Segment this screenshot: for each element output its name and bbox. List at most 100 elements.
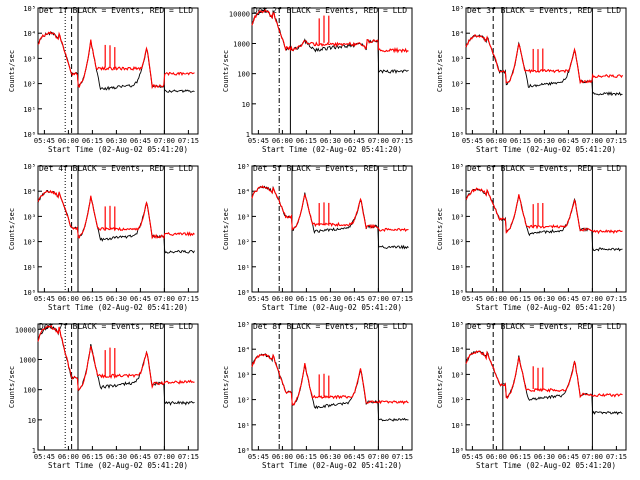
y-tick-label: 10² (451, 397, 464, 405)
y-tick-label: 10² (237, 397, 250, 405)
x-tick-label: 07:00 (154, 453, 175, 461)
panel-5: Det 5f BLACK = Events, RED = LLD 10⁰ 10¹ 10… (222, 163, 413, 312)
y-tick-label: 10⁴ (451, 30, 464, 38)
panel-7: Det 7f BLACK = Events, RED = LLD 1 10 100 10… (8, 322, 199, 470)
y-axis-label: Counts/sec (436, 50, 444, 92)
x-tick-label: 07:00 (368, 453, 389, 461)
x-tick-label: 05:45 (34, 453, 55, 461)
x-tick-label: 07:15 (392, 453, 413, 461)
y-tick-label: 10³ (237, 371, 250, 379)
series-lld (37, 324, 195, 391)
x-tick-label: 07:00 (368, 295, 389, 303)
x-tick-label: 06:45 (344, 453, 365, 461)
y-tick-label: 10¹ (451, 106, 464, 114)
y-tick-label: 10⁵ (451, 5, 464, 13)
series-lld (465, 350, 623, 400)
x-tick-label: 06:00 (486, 295, 507, 303)
y-tick-label: 10⁴ (451, 346, 464, 354)
plot-frame (251, 323, 413, 451)
x-axis-label: Start Time (02-Aug-02 05:41:20) (476, 461, 616, 470)
x-axis-label: Start Time (02-Aug-02 05:41:20) (48, 145, 188, 154)
y-tick-label: 10⁵ (451, 321, 464, 329)
x-tick-label: 06:00 (58, 453, 79, 461)
y-axis-label: Counts/sec (222, 208, 230, 250)
x-tick-label: 06:15 (82, 295, 103, 303)
y-tick-label: 10000 (229, 10, 250, 18)
panel-6: Det 6f BLACK = Events, RED = LLD 10⁰ 10¹ 10… (436, 163, 627, 312)
y-axis-label: Counts/sec (222, 50, 230, 92)
x-tick-label: 06:15 (296, 295, 317, 303)
plot-frame (465, 323, 627, 451)
panel-title: Det 4f BLACK = Events, RED = LLD (39, 164, 193, 173)
panel-title: Det 6f BLACK = Events, RED = LLD (467, 164, 621, 173)
y-tick-label: 10⁴ (23, 188, 36, 196)
y-tick-label: 10² (23, 239, 36, 247)
y-tick-label: 10² (451, 239, 464, 247)
x-tick-label: 05:45 (248, 137, 269, 145)
x-axis-label: Start Time (02-Aug-02 05:41:20) (262, 145, 402, 154)
series-events (251, 185, 409, 250)
plot-frame (37, 165, 199, 293)
y-tick-label: 10¹ (23, 264, 36, 272)
panel-title: Det 7f BLACK = Events, RED = LLD (39, 322, 193, 331)
panel-9: Det 9f BLACK = Events, RED = LLD 10⁰ 10¹ 10… (436, 321, 627, 470)
panel-title: Det 8f BLACK = Events, RED = LLD (253, 322, 407, 331)
panel-3: Det 3f BLACK = Events, RED = LLD 10⁰ 10¹ 10… (436, 5, 627, 154)
x-tick-label: 07:00 (154, 137, 175, 145)
y-tick-label: 10³ (23, 213, 36, 221)
y-tick-label: 10³ (451, 213, 464, 221)
y-tick-label: 10¹ (23, 106, 36, 114)
plot-frame (251, 165, 413, 293)
x-tick-label: 07:15 (606, 453, 627, 461)
x-tick-label: 06:30 (106, 295, 127, 303)
x-tick-label: 05:45 (248, 295, 269, 303)
plot-frame (37, 323, 199, 451)
x-tick-label: 06:30 (534, 295, 555, 303)
x-tick-label: 06:15 (82, 453, 103, 461)
x-tick-label: 06:45 (558, 137, 579, 145)
y-tick-label: 10⁰ (451, 131, 464, 139)
x-tick-label: 06:30 (320, 295, 341, 303)
panel-4: Det 4f BLACK = Events, RED = LLD 10⁰ 10¹ 10… (8, 163, 199, 312)
x-tick-label: 06:45 (130, 295, 151, 303)
x-tick-label: 05:45 (462, 453, 483, 461)
x-tick-label: 06:30 (106, 137, 127, 145)
y-tick-label: 100 (23, 387, 36, 395)
y-tick-label: 10⁴ (237, 346, 250, 354)
x-tick-label: 06:00 (272, 295, 293, 303)
y-tick-label: 1000 (233, 40, 250, 48)
x-tick-label: 07:15 (606, 137, 627, 145)
y-tick-label: 10⁵ (23, 163, 36, 171)
y-tick-label: 10⁵ (451, 163, 464, 171)
x-tick-label: 06:15 (82, 137, 103, 145)
y-tick-label: 10 (242, 101, 250, 109)
x-axis-label: Start Time (02-Aug-02 05:41:20) (476, 303, 616, 312)
x-tick-label: 06:45 (558, 295, 579, 303)
x-axis-label: Start Time (02-Aug-02 05:41:20) (48, 461, 188, 470)
y-tick-label: 10² (451, 81, 464, 89)
panel-title: Det 2f BLACK = Events, RED = LLD (253, 6, 407, 15)
y-tick-label: 10¹ (451, 264, 464, 272)
plot-frame (465, 165, 627, 293)
x-tick-label: 06:00 (58, 295, 79, 303)
x-tick-label: 06:00 (272, 453, 293, 461)
series-events (465, 350, 623, 416)
y-tick-label: 10³ (237, 213, 250, 221)
x-tick-label: 06:30 (320, 137, 341, 145)
y-axis-label: Counts/sec (8, 366, 16, 408)
y-axis-label: Counts/sec (8, 208, 16, 250)
y-tick-label: 10³ (451, 55, 464, 63)
x-tick-label: 06:15 (296, 137, 317, 145)
x-tick-label: 06:45 (344, 137, 365, 145)
y-tick-label: 10000 (15, 326, 36, 334)
x-tick-label: 06:15 (510, 137, 531, 145)
series-events (465, 187, 623, 252)
plot-frame (465, 7, 627, 135)
x-tick-label: 06:45 (130, 137, 151, 145)
series-lld (37, 189, 195, 240)
y-tick-label: 10⁰ (451, 289, 464, 297)
y-tick-label: 10⁰ (23, 289, 36, 297)
y-tick-label: 10⁰ (451, 447, 464, 455)
y-axis-label: Counts/sec (436, 366, 444, 408)
y-tick-label: 10 (28, 417, 36, 425)
